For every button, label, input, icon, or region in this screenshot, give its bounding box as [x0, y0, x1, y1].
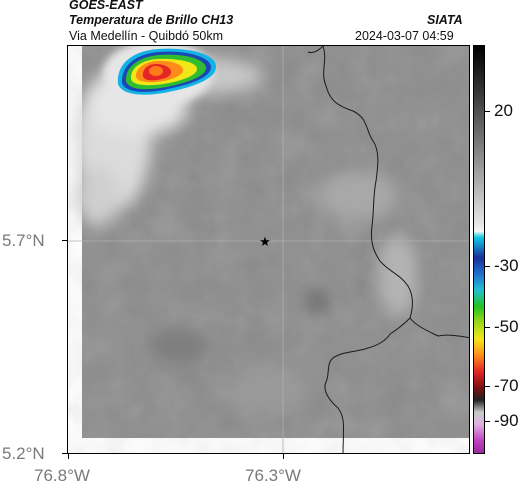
satellite-map[interactable]: ★	[67, 45, 470, 454]
lon-label-76-8: 76.8°W	[34, 466, 90, 485]
colorbar-tick	[485, 111, 490, 112]
admin-border-north	[307, 46, 324, 54]
location-star-icon: ★	[259, 235, 271, 250]
colorbar-tick	[485, 421, 490, 422]
region-label: Via Medellín - Quibdó 50km	[69, 29, 224, 43]
lat-label-5-7: 5.7°N	[2, 231, 45, 250]
colorbar-label-minus30: -30	[494, 256, 519, 275]
colorbar-label-minus90: -90	[494, 411, 519, 430]
admin-border	[322, 46, 469, 339]
colorbar-tick	[485, 266, 490, 267]
lon-tick	[68, 454, 69, 459]
datetime-label: 2024-03-07 04:59	[355, 29, 454, 43]
admin-border-south	[324, 317, 411, 453]
lat-label-5-2: 5.2°N	[2, 444, 45, 463]
storm-cell	[103, 46, 217, 106]
colorbar-label-minus70: -70	[494, 376, 519, 395]
lon-tick	[283, 454, 284, 459]
lat-tick	[62, 240, 67, 241]
colorbar-label-20: 20	[494, 101, 513, 120]
colorbar-tick	[485, 386, 490, 387]
product-title: Temperatura de Brillo CH13	[69, 13, 234, 27]
lon-label-76-3: 76.3°W	[245, 466, 301, 485]
colorbar-gradient	[474, 46, 484, 453]
map-canvas: ★	[68, 46, 469, 453]
satellite-source: GOES-EAST	[69, 0, 143, 12]
org-label: SIATA	[427, 13, 463, 27]
colorbar	[473, 45, 485, 454]
lat-tick	[62, 453, 67, 454]
colorbar-label-minus50: -50	[494, 317, 519, 336]
colorbar-tick	[485, 327, 490, 328]
